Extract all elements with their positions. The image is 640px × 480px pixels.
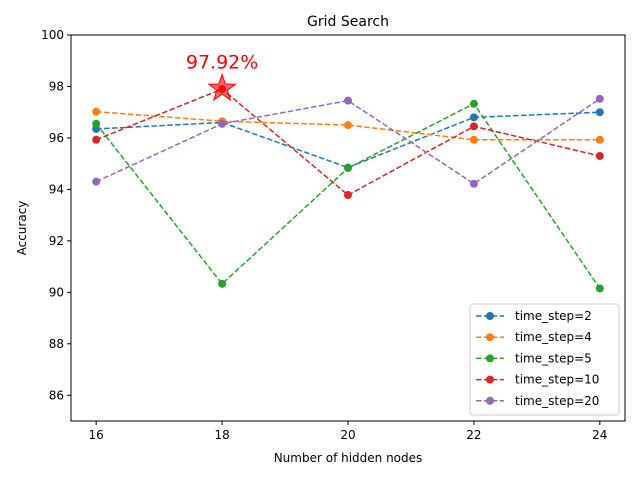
data-point [92, 107, 101, 116]
series-time-step-5 [92, 99, 604, 293]
data-point [469, 179, 478, 188]
data-point [344, 191, 352, 200]
x-tick-label: 24 [592, 428, 607, 442]
y-axis: 86 88 90 92 94 96 98 100 [41, 28, 71, 402]
data-point [469, 99, 478, 108]
x-tick-label: 18 [214, 428, 229, 442]
legend-item: time_step=10 [476, 373, 599, 387]
legend-item: time_step=2 [476, 309, 592, 323]
legend-item: time_step=20 [476, 394, 599, 408]
y-tick-label: 100 [41, 28, 64, 42]
y-axis-label: Accuracy [15, 201, 29, 256]
legend-box [469, 303, 620, 416]
data-point [344, 164, 352, 173]
series-line [95, 88, 600, 196]
legend-marker [486, 354, 494, 363]
data-point [595, 135, 604, 144]
legend-label: time_step=10 [515, 373, 599, 387]
x-tick-label: 16 [89, 428, 104, 442]
data-point [469, 113, 478, 122]
y-tick-label: 88 [49, 337, 64, 351]
y-tick-label: 92 [49, 234, 64, 248]
legend-label: time_step=2 [515, 309, 592, 323]
data-point [595, 108, 604, 117]
data-point [92, 135, 101, 144]
data-point [595, 94, 604, 103]
legend: time_step=2 time_step=4 time_step=5 time_st… [469, 303, 620, 416]
data-point [469, 122, 478, 131]
chart-title: Grid Search [307, 14, 389, 30]
best-score-annotation: 97.92% [186, 52, 258, 74]
legend-label: time_step=5 [515, 351, 592, 365]
y-tick-label: 94 [49, 182, 64, 196]
data-point [595, 284, 604, 293]
data-point [92, 119, 101, 128]
annotation-layer: 97.92% [186, 52, 258, 102]
y-tick-label: 98 [49, 79, 64, 93]
data-point [92, 177, 101, 186]
legend-item: time_step=5 [476, 351, 592, 365]
series-layer [92, 85, 604, 293]
legend-label: time_step=4 [515, 330, 592, 344]
y-tick-label: 96 [49, 131, 64, 145]
data-point [469, 135, 478, 144]
series-line [96, 110, 600, 141]
x-axis-label: Number of hidden nodes [274, 451, 423, 465]
x-tick-label: 20 [340, 428, 355, 442]
data-point [344, 121, 352, 130]
series-line [96, 111, 600, 169]
legend-marker [486, 396, 494, 405]
x-axis: 16 18 20 22 24 [89, 421, 607, 442]
y-tick-label: 86 [49, 388, 64, 402]
legend-marker [486, 375, 494, 384]
best-score-star-marker [207, 73, 237, 102]
series-time-step-20 [92, 94, 604, 188]
series-time-step-4 [92, 107, 604, 144]
series-line [95, 98, 601, 185]
data-point [218, 119, 227, 128]
data-point [595, 151, 604, 160]
data-point [218, 279, 227, 288]
x-tick-label: 22 [466, 428, 481, 442]
y-tick-label: 90 [49, 285, 64, 299]
legend-marker [486, 312, 494, 320]
legend-item: time_step=4 [476, 330, 592, 344]
legend-label: time_step=20 [515, 394, 599, 408]
data-point [344, 96, 352, 105]
legend-marker [486, 333, 494, 342]
